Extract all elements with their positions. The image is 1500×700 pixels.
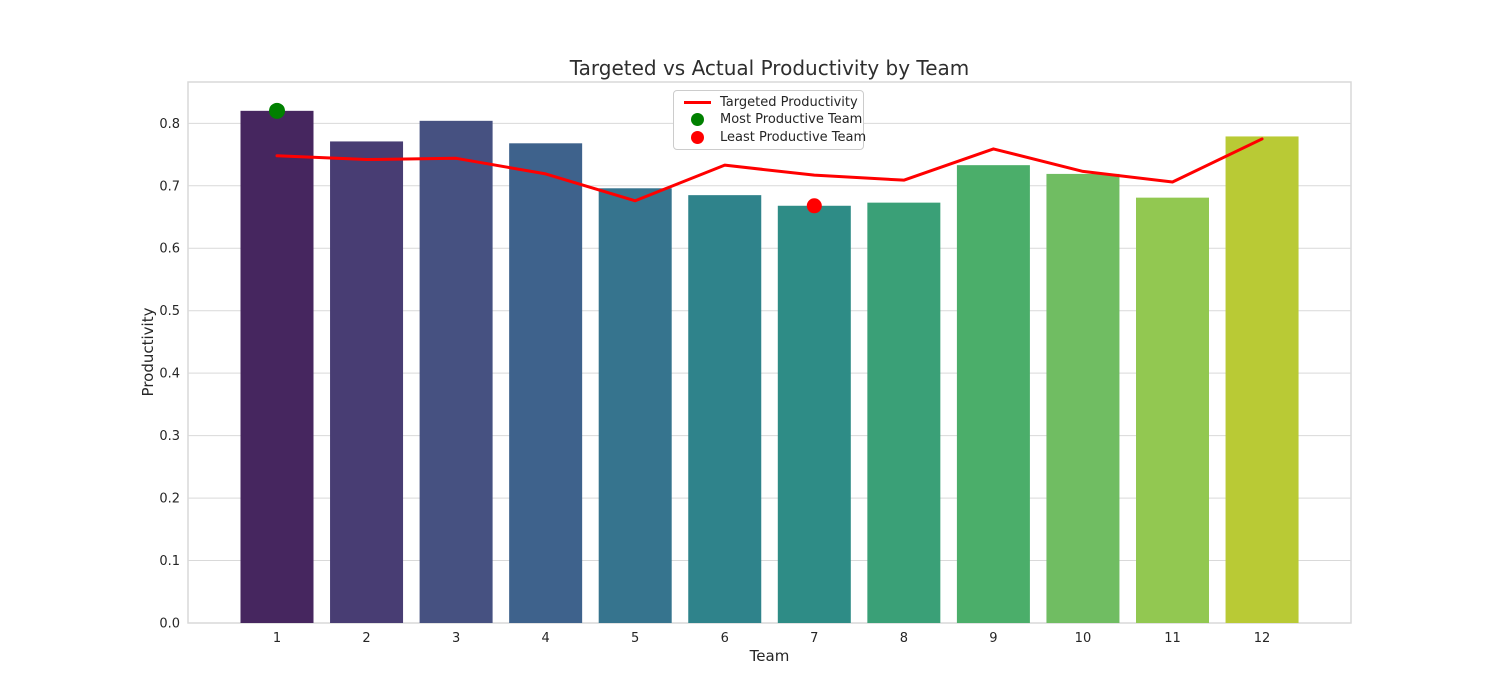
bar-team-5 <box>598 188 672 624</box>
y-tick-label: 0.0 <box>159 617 180 632</box>
bar-team-12 <box>1225 136 1299 624</box>
y-tick-label: 0.5 <box>159 304 180 319</box>
y-tick-label: 0.2 <box>159 492 180 507</box>
y-tick-label: 0.1 <box>159 554 180 569</box>
legend-item-least-productive-team: Least Productive Team <box>674 129 867 146</box>
y-tick-label: 0.4 <box>159 367 180 382</box>
legend-line-swatch <box>683 101 711 105</box>
x-tick-label: 5 <box>631 631 639 646</box>
legend-label: Least Productive Team <box>720 129 867 145</box>
bar-team-10 <box>1046 173 1120 623</box>
legend-green-dot-icon <box>690 113 704 127</box>
bar-team-11 <box>1136 197 1209 623</box>
y-axis-label: Productivity <box>139 307 157 397</box>
x-tick-label: 10 <box>1075 631 1092 646</box>
legend-item-targeted-productivity: Targeted Productivity <box>674 94 863 111</box>
bar-team-4 <box>509 143 583 624</box>
most-productive-team-marker <box>269 102 285 119</box>
y-tick-label: 0.8 <box>159 117 180 132</box>
y-tick-label: 0.3 <box>159 429 180 444</box>
x-tick-label: 11 <box>1164 631 1181 646</box>
bar-team-9 <box>956 165 1030 623</box>
x-tick-label: 3 <box>452 631 460 646</box>
bar-team-3 <box>419 120 493 624</box>
bar-team-1 <box>240 110 314 623</box>
targeted-productivity-line <box>275 137 1264 203</box>
bar-team-6 <box>688 195 762 624</box>
x-tick-label: 2 <box>362 631 370 646</box>
y-tick-label: 0.7 <box>159 179 180 194</box>
x-tick-label: 9 <box>989 631 997 646</box>
x-tick-label: 4 <box>542 631 550 646</box>
x-tick-label: 7 <box>810 631 818 646</box>
x-tick-label: 12 <box>1254 631 1271 646</box>
x-tick-label: 6 <box>721 631 729 646</box>
legend-label: Most Productive Team <box>720 112 863 128</box>
legend-label: Targeted Productivity <box>720 95 858 111</box>
chart-title: Targeted vs Actual Productivity by Team <box>569 56 970 80</box>
least-productive-team-marker <box>806 198 822 214</box>
x-tick-label: 8 <box>900 631 908 646</box>
x-axis-label: Team <box>749 647 790 665</box>
y-tick-label: 0.6 <box>159 242 180 257</box>
bar-team-8 <box>867 202 941 623</box>
legend: Targeted Productivity Most Productive Te… <box>673 90 867 150</box>
legend-red-dot-icon <box>690 130 704 144</box>
legend-item-most-productive-team: Most Productive Team <box>674 111 863 128</box>
bar-team-7 <box>777 205 851 623</box>
bar-team-2 <box>330 141 404 623</box>
x-tick-label: 1 <box>273 631 281 646</box>
